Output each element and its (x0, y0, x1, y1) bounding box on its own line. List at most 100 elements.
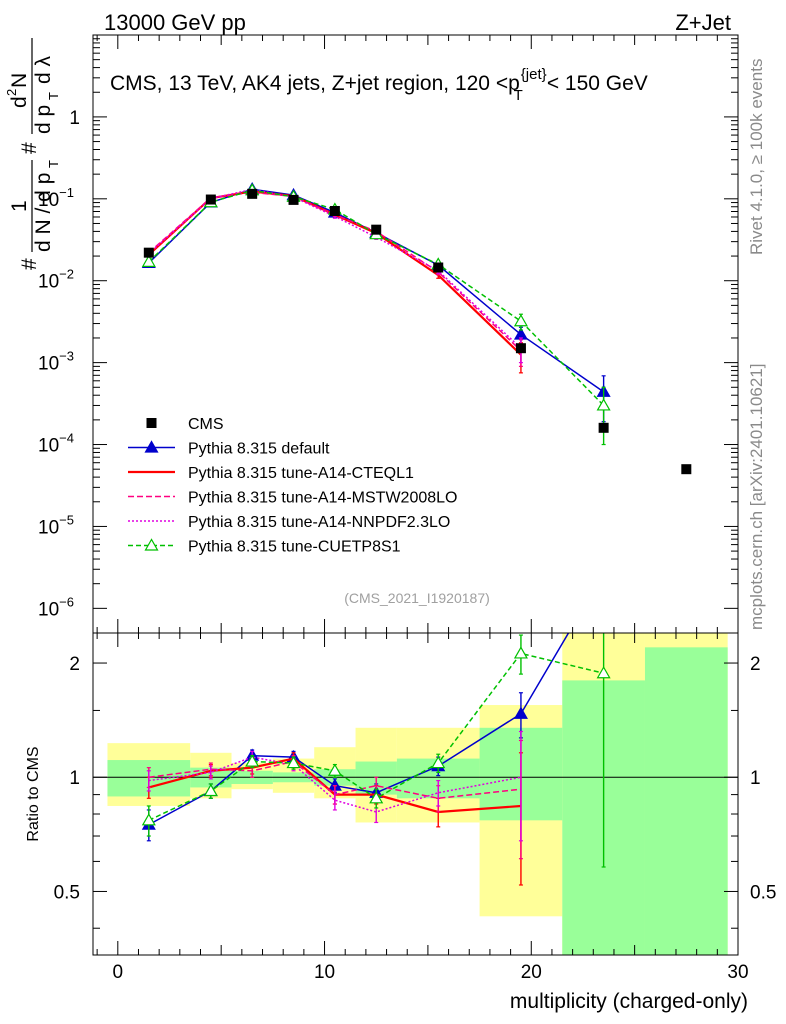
data-point-4 (329, 205, 340, 216)
ratio-point-4-7 (513, 646, 528, 659)
main-ytick-exp-4: −2 (59, 267, 74, 282)
main-point-4-8 (596, 398, 611, 411)
ratio-axes: 0.5 0.51 12 20 10 20 30 (54, 633, 776, 983)
main-ytick-label-3: 10−3 (38, 349, 74, 375)
legend: CMS Pythia 8.315 default Pythia 8.315 tune… (128, 416, 457, 556)
legend-entry-1: Pythia 8.315 tune-A14-CTEQL1 (128, 465, 414, 482)
data-point-8 (598, 422, 609, 433)
legend-marker-data (146, 418, 157, 428)
xtick-label-3: 30 (727, 962, 748, 983)
main-ytick-base-0: 10 (38, 599, 59, 620)
title-sub: T (514, 87, 523, 104)
stat-band-9 (644, 647, 728, 955)
main-ytick-base-5: 10 (38, 190, 59, 211)
ratio-point-4-0 (141, 813, 156, 826)
legend-entry-2: Pythia 8.315 tune-A14-MSTW2008LO (128, 490, 457, 507)
ylabel-numerator-n: N (8, 73, 31, 88)
main-ytick-label-6: 1 (69, 108, 80, 129)
main-ytick-label-5: 10−1 (38, 185, 74, 211)
ratio-ytick-right-2: 2 (750, 654, 761, 675)
ylabel-numerator-sup: 2 (4, 89, 19, 96)
ylabel-denominator-2-lambda: d λ (32, 55, 55, 84)
ratio-series-4 (141, 633, 611, 868)
xtick-label-2: 20 (521, 962, 542, 983)
main-panel: 10−610−510−410−310−210−11 CMS, 13 TeV, A… (4, 34, 739, 634)
ratio-point-4-6 (431, 755, 446, 769)
xtick-label-1: 10 (314, 962, 335, 983)
main-ytick-label-1: 10−5 (38, 512, 74, 538)
mcplots-side-label: mcplots.cern.ch [arXiv:2401.10621] (747, 364, 766, 630)
title-prefix: CMS, 13 TeV, AK4 jets, Z+jet region, 120… (110, 72, 520, 95)
main-ytick-exp-0: −6 (59, 594, 74, 609)
main-ytick-label-4: 10−2 (38, 267, 74, 293)
ylabel-hash-2: # (18, 142, 41, 154)
ylabel-hash-1: # (18, 258, 41, 270)
ratio-ytick-right-1: 1 (750, 768, 761, 789)
main-ytick-exp-2: −4 (59, 431, 74, 446)
data-point-5 (371, 224, 382, 235)
ratio-line-2 (148, 760, 522, 800)
ratio-ytick-left-0: 0.5 (54, 882, 80, 903)
plot-title: CMS, 13 TeV, AK4 jets, Z+jet region, 120… (110, 66, 648, 104)
ylabel-denominator-sub: T (46, 160, 61, 168)
legend-entry-0: Pythia 8.315 default (128, 440, 330, 458)
main-ytick-exp-3: −3 (59, 349, 74, 364)
main-clip-group (141, 181, 692, 475)
ratio-point-4-2 (245, 754, 260, 767)
legend-label-4: Pythia 8.315 tune-CUETP8S1 (188, 539, 401, 556)
xtick-label-0: 0 (113, 962, 124, 983)
data-points (143, 188, 692, 475)
ratio-point-4-8 (596, 666, 611, 679)
main-axes: 10−610−510−410−310−210−11 (38, 35, 739, 633)
ratio-ytick-right-0: 0.5 (750, 882, 776, 903)
ratio-frame (92, 632, 739, 956)
data-point-0 (143, 247, 154, 258)
main-ytick-label-2: 10−4 (38, 431, 74, 457)
main-ytick-base-3: 10 (38, 354, 59, 375)
legend-label-3: Pythia 8.315 tune-A14-NNPDF2.3LO (188, 514, 450, 531)
data-point-1 (205, 194, 216, 205)
main-ylabel: # 1 d N / d p T # d 2 N d p T d λ (4, 38, 61, 270)
ylabel-denominator: d N / d p (32, 173, 55, 252)
ylabel-numerator: d (8, 96, 31, 108)
ratio-ylabel: Ratio to CMS (25, 746, 42, 841)
ratio-ytick-left-2: 2 (69, 654, 80, 675)
main-line-3 (148, 188, 522, 349)
legend-entry-4: Pythia 8.315 tune-CUETP8S1 (128, 538, 401, 556)
legend-marker-0 (144, 440, 159, 453)
main-point-4-7 (513, 314, 528, 327)
ratio-line-3 (148, 756, 522, 813)
main-ytick-base-4: 10 (38, 272, 59, 293)
legend-marker-4 (144, 538, 159, 551)
data-point-3 (288, 194, 299, 205)
watermark: (CMS_2021_I1920187) (344, 590, 490, 606)
ylabel-denominator-2: d p (32, 105, 55, 134)
legend-entry-data: CMS (146, 416, 224, 433)
legend-label-1: Pythia 8.315 tune-A14-CTEQL1 (188, 465, 414, 482)
xlabel: multiplicity (charged-only) (510, 990, 748, 1013)
main-plot-area (141, 181, 692, 475)
main-ytick-base-1: 10 (38, 517, 59, 538)
legend-label-0: Pythia 8.315 default (188, 441, 330, 458)
ratio-clip-group (93, 633, 738, 955)
data-point-2 (247, 188, 258, 199)
ratio-point-4-3 (286, 755, 301, 769)
main-line-4 (148, 189, 605, 406)
ratio-point-4-4 (327, 763, 342, 776)
main-ytick-label-0: 10−6 (38, 594, 74, 620)
ylabel-denominator-2-sub: T (46, 92, 61, 100)
ratio-plot-area (93, 633, 738, 955)
header-right: Z+Jet (675, 10, 731, 35)
ylabel-one: 1 (8, 200, 31, 212)
legend-label-2: Pythia 8.315 tune-A14-MSTW2008LO (188, 490, 457, 507)
ratio-point-0-7 (513, 706, 528, 719)
data-point-7 (515, 343, 526, 354)
title-sup: {jet} (521, 66, 547, 83)
data-point-6 (433, 262, 444, 273)
main-ytick-exp-1: −5 (59, 512, 74, 527)
main-ytick-base-2: 10 (38, 436, 59, 457)
ratio-ytick-left-1: 1 (69, 768, 80, 789)
ratio-point-4-1 (203, 783, 218, 797)
header-left: 13000 GeV pp (104, 10, 246, 35)
